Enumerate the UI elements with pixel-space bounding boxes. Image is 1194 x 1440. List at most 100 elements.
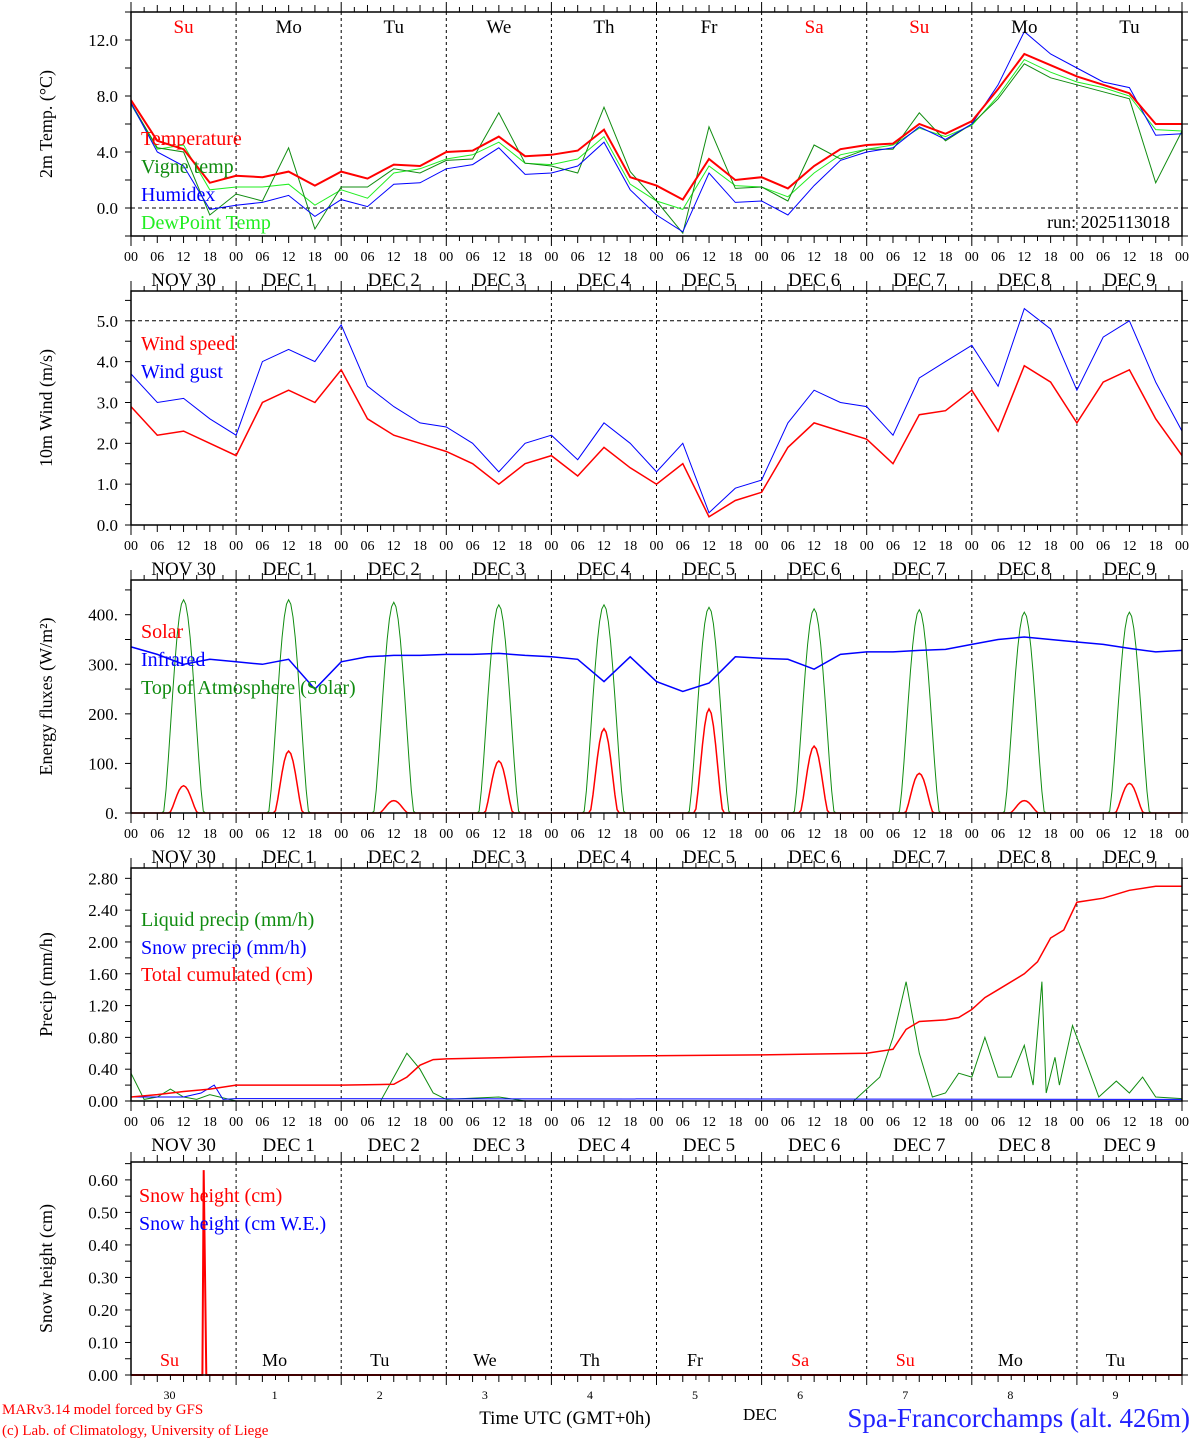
hour-label: 12 [702, 1115, 716, 1130]
hour-label: 06 [886, 1115, 900, 1130]
date-label: NOV 30 [151, 1135, 216, 1156]
hour-label: 12 [597, 539, 611, 554]
hour-label: 00 [860, 1115, 874, 1130]
legend-entry: Solar [141, 621, 184, 643]
legend-entry: Liquid precip (mm/h) [141, 909, 314, 931]
hour-label: 12 [282, 1115, 296, 1130]
date-label: DEC 7 [893, 270, 945, 291]
hour-label: 00 [124, 1115, 138, 1130]
hour-label: 00 [1175, 827, 1189, 842]
legend-entry: Wind gust [141, 361, 223, 383]
date-label: DEC 8 [998, 559, 1050, 580]
hour-label: 18 [728, 539, 742, 554]
series-line-vigne-temp [130, 63, 1183, 235]
hour-label: 12 [912, 827, 926, 842]
hour-label: 00 [229, 539, 243, 554]
hour-label: 00 [755, 1115, 769, 1130]
hour-label: 18 [939, 539, 953, 554]
day-name: Th [593, 17, 615, 38]
day-name: Su [896, 1350, 915, 1370]
panel-4 [125, 858, 1188, 1111]
hour-label: 06 [466, 827, 480, 842]
y-tick-label: 1.60 [88, 965, 118, 984]
day-number: 30 [164, 1388, 176, 1402]
panel-3 [125, 570, 1188, 823]
day-name: Su [909, 17, 930, 38]
hour-label: 06 [1096, 827, 1110, 842]
y-tick-label: 0.00 [88, 1366, 118, 1385]
hour-label: 12 [1017, 827, 1031, 842]
hour-label: 12 [597, 827, 611, 842]
hour-label: 06 [255, 827, 269, 842]
hour-label: 00 [1175, 250, 1189, 265]
hour-label: 00 [755, 250, 769, 265]
day-name: Fr [687, 1350, 703, 1370]
plot-frame [130, 11, 1183, 237]
hour-label: 18 [308, 539, 322, 554]
run-label: run: 2025113018 [1047, 212, 1170, 232]
day-number: 8 [1007, 1388, 1013, 1402]
date-label: DEC 1 [263, 270, 315, 291]
hour-label: 12 [1017, 1115, 1031, 1130]
hour-label: 00 [650, 827, 664, 842]
hour-label: 12 [1122, 250, 1136, 265]
hour-label: 06 [571, 1115, 585, 1130]
hour-label: 12 [1122, 539, 1136, 554]
panel-5 [125, 1152, 1188, 1385]
series-line-wind-speed [130, 364, 1183, 518]
hour-label: 18 [203, 1115, 217, 1130]
day-name: We [473, 1350, 497, 1370]
series-line-snow-precip [131, 1084, 1183, 1100]
legend-entry: Temperature [141, 128, 242, 150]
month-label: DEC [743, 1405, 777, 1424]
hour-label: 06 [360, 1115, 374, 1130]
hour-label: 12 [912, 250, 926, 265]
hour-label: 00 [650, 1115, 664, 1130]
hour-label: 00 [124, 250, 138, 265]
y-tick-label: 1.20 [88, 997, 118, 1016]
hour-label: 12 [387, 539, 401, 554]
hour-label: 18 [1149, 1115, 1163, 1130]
hour-label: 00 [755, 827, 769, 842]
panel-1 [125, 2, 1188, 246]
y-tick-label: 400. [88, 606, 118, 625]
date-label: NOV 30 [151, 559, 216, 580]
hour-label: 12 [702, 250, 716, 265]
y-tick-label: 0.10 [88, 1333, 118, 1352]
date-label: DEC 7 [893, 1135, 945, 1156]
y-tick-label: 4.0 [97, 143, 118, 162]
date-label: NOV 30 [151, 270, 216, 291]
hour-label: 18 [308, 827, 322, 842]
day-name: Mo [1011, 17, 1037, 38]
hour-label: 00 [334, 250, 348, 265]
hour-label: 18 [413, 1115, 427, 1130]
hour-label: 18 [308, 1115, 322, 1130]
hour-label: 06 [991, 539, 1005, 554]
date-label: NOV 30 [151, 847, 216, 868]
hour-label: 18 [1044, 827, 1058, 842]
y-axis-label: 2m Temp. (°C) [36, 70, 57, 178]
day-number: 9 [1112, 1388, 1118, 1402]
hour-label: 00 [1175, 539, 1189, 554]
legend-entry: Infrared [141, 649, 205, 671]
y-axis-label: 10m Wind (m/s) [36, 349, 57, 467]
hour-label: 12 [177, 827, 191, 842]
hour-label: 06 [886, 539, 900, 554]
day-number: 5 [692, 1388, 698, 1402]
hour-label: 18 [518, 250, 532, 265]
hour-label: 12 [282, 827, 296, 842]
series-line-liquid-precip [130, 981, 1183, 1102]
day-number: 4 [587, 1388, 593, 1402]
date-label: DEC 6 [788, 270, 840, 291]
date-label: DEC 9 [1103, 1135, 1155, 1156]
hour-label: 18 [203, 539, 217, 554]
hour-label: 06 [571, 539, 585, 554]
day-name: Fr [701, 17, 719, 38]
hour-label: 18 [623, 827, 637, 842]
hour-label: 12 [177, 250, 191, 265]
hour-label: 06 [466, 1115, 480, 1130]
hour-label: 00 [544, 1115, 558, 1130]
hour-label: 18 [308, 250, 322, 265]
hour-label: 06 [781, 250, 795, 265]
series-line-humidex [130, 30, 1183, 233]
